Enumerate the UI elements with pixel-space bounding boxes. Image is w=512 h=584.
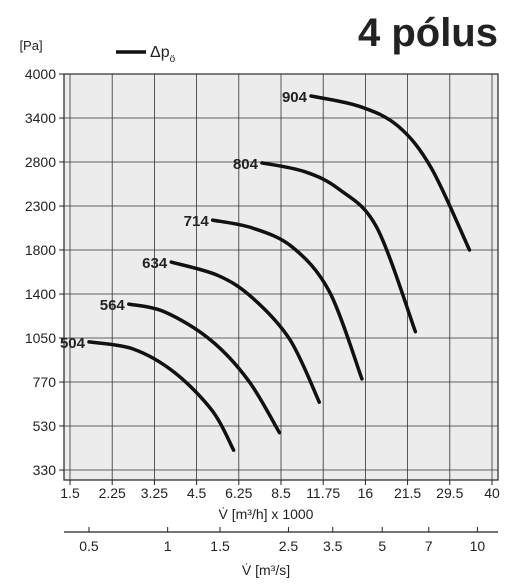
x2-tick-label: 1.5 — [210, 538, 230, 554]
chart-title: 4 pólus — [358, 11, 498, 55]
x-tick-label: 3.25 — [141, 485, 168, 501]
x2-tick-label: 10 — [470, 538, 486, 554]
x2-tick-label: 3.5 — [323, 538, 343, 554]
curve-714 — [210, 218, 364, 381]
x-tick-label: 8.5 — [271, 485, 291, 501]
legend-symbol: Δp — [150, 44, 170, 61]
x2-tick-label: 5 — [378, 538, 386, 554]
y-tick-label: 2800 — [25, 154, 56, 170]
curve-634 — [169, 260, 322, 404]
curve-label-564: 564 — [100, 297, 126, 314]
x-tick-label: 21.5 — [394, 485, 421, 501]
secondary-x-axis-label: V̇ [m³/s] — [242, 562, 290, 578]
curve-label-504: 504 — [60, 335, 86, 352]
x2-tick-label: 1 — [164, 538, 172, 554]
y-axis-label: [Pa] — [19, 38, 42, 53]
curve-label-804: 804 — [233, 156, 259, 173]
y-tick-label: 2300 — [25, 198, 56, 214]
curve-564 — [127, 302, 282, 435]
y-tick-label: 330 — [33, 462, 57, 478]
secondary-x-axis: 0.5 1 1.5 2.5 3.5 5 7 10 — [79, 527, 485, 554]
legend: Δpö — [116, 44, 176, 65]
curve-904 — [309, 94, 472, 252]
x-tick-label: 11.75 — [306, 485, 340, 501]
legend-label: Δpö — [150, 44, 176, 65]
x-tick-label: 2.25 — [99, 485, 126, 501]
data-labels: 504 564 634 714 804 904 — [60, 89, 308, 352]
y-tick-label: 770 — [33, 374, 57, 390]
y-tick-label: 530 — [33, 418, 57, 434]
x-tick-label: 4.5 — [187, 485, 207, 501]
x-axis: 1.5 2.25 3.25 4.5 6.25 8.5 11.75 16 21.5 29.5 40 — [60, 480, 500, 501]
curve-label-714: 714 — [184, 213, 210, 230]
y-tick-label: 4000 — [25, 66, 56, 82]
y-axis: 330 530 770 1050 1400 1800 2300 2800 3400 4000 — [25, 66, 64, 478]
y-tick-label: 1050 — [25, 330, 56, 346]
y-tick-label: 1800 — [25, 242, 56, 258]
x2-tick-label: 2.5 — [279, 538, 299, 554]
curve-504 — [87, 340, 236, 452]
y-tick-label: 3400 — [25, 110, 56, 126]
x-tick-label: 6.25 — [225, 485, 252, 501]
x2-tick-label: 0.5 — [79, 538, 99, 554]
fan-curves — [87, 94, 472, 452]
y-tick-label: 1400 — [25, 286, 56, 302]
curve-label-904: 904 — [282, 89, 308, 106]
legend-subscript: ö — [170, 54, 176, 65]
grid-lines — [64, 73, 498, 480]
x2-tick-label: 7 — [425, 538, 433, 554]
x-tick-label: 40 — [484, 485, 500, 501]
curve-804 — [260, 161, 418, 334]
curve-label-634: 634 — [142, 255, 168, 272]
x-tick-label: 16 — [358, 485, 374, 501]
x-tick-label: 29.5 — [436, 485, 463, 501]
x-tick-label: 1.5 — [60, 485, 80, 501]
x-axis-label: V̇ [m³/h] x 1000 — [219, 506, 314, 522]
